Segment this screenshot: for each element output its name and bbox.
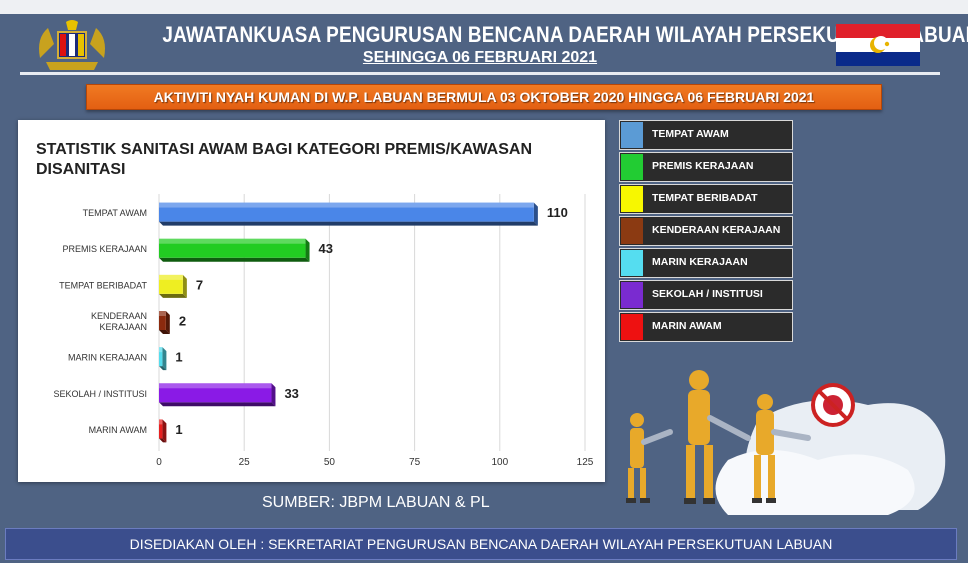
bar [159,274,183,294]
legend-item: SEKOLAH / INSTITUSI [619,280,793,310]
value-label: 1 [175,422,182,437]
x-tick-label: 75 [409,457,421,468]
legend-swatch [621,250,643,276]
value-label: 33 [284,386,298,401]
value-label: 1 [175,350,182,365]
value-label: 110 [547,205,568,220]
bar [159,238,306,258]
bar-bottom [159,366,167,371]
legend-item: MARIN AWAM [619,312,793,342]
header-divider [20,72,940,75]
category-label: KENDERAAN [91,311,147,321]
chart-panel: STATISTIK SANITASI AWAM BAGI KATEGORI PR… [18,120,605,482]
x-tick-label: 100 [491,457,508,468]
legend-swatch [621,218,643,244]
source-text: SUMBER: JBPM LABUAN & PL [262,494,490,511]
legend-label: TEMPAT AWAM [652,128,729,140]
bar [159,347,163,367]
bar-side [305,238,310,262]
bar-bottom [159,293,187,298]
legend-item: TEMPAT AWAM [619,120,793,150]
legend-swatch [621,282,643,308]
page-subtitle: SEHINGGA 06 FEBRUARI 2021 [362,49,598,66]
labuan-flag [836,24,920,66]
bar [159,311,166,330]
value-label: 2 [179,314,186,329]
category-label: PREMIS KERAJAAN [62,244,147,254]
bar-bottom [159,438,167,443]
category-label: MARIN KERAJAAN [68,353,147,363]
legend-swatch [621,186,643,212]
legend-swatch [621,122,643,148]
activity-banner: AKTIVITI NYAH KUMAN DI W.P. LABUAN BERMU… [86,84,882,110]
x-tick-label: 125 [577,457,594,468]
category-label: SEKOLAH / INSTITUSI [53,389,147,399]
legend-label: PREMIS KERAJAAN [652,160,754,172]
page-title: JAWATANKUASA PENGURUSAN BENCANA DAERAH W… [162,22,968,47]
x-tick-label: 0 [156,457,162,468]
bar-side [533,202,538,226]
category-label: KERAJAAN [99,322,147,332]
bar-chart: 0 25 50 75 100 125 110 TEMPAT AWAM 43 PREMIS KERA… [53,194,594,468]
bar-bottom [159,330,170,334]
top-strip [0,0,968,14]
legend-swatch [621,154,643,180]
bar [159,202,534,222]
activity-banner-text: AKTIVITI NYAH KUMAN DI W.P. LABUAN BERMU… [153,89,815,105]
bar-highlight [159,202,534,208]
bar [159,419,163,439]
legend-label: KENDERAAN KERAJAAN [652,224,781,236]
bar-side [182,274,187,298]
legend-label: MARIN KERAJAAN [652,256,748,268]
bar-bottom [159,257,310,262]
footer-text: DISEDIAKAN OLEH : SEKRETARIAT PENGURUSAN… [129,536,833,552]
bar-highlight [159,311,166,316]
bar-side [162,347,167,371]
bar-side [165,311,170,334]
bar-highlight [159,383,272,389]
bar-highlight [159,419,163,425]
bar-bottom [159,221,538,226]
legend-item: TEMPAT BERIBADAT [619,184,793,214]
value-label: 43 [319,241,333,256]
bar-highlight [159,274,183,280]
coat-of-arms-logo [39,20,105,70]
legend-item: MARIN KERAJAAN [619,248,793,278]
legend-item: PREMIS KERAJAAN [619,152,793,182]
x-tick-label: 50 [324,457,336,468]
bar-bottom [159,402,276,407]
legend-item: KENDERAAN KERAJAAN [619,216,793,246]
chart-title: STATISTIK SANITASI AWAM BAGI KATEGORI PR… [36,141,533,178]
value-label: 7 [196,277,203,292]
category-label: MARIN AWAM [89,425,147,435]
category-label: TEMPAT BERIBADAT [59,280,147,290]
legend-label: MARIN AWAM [652,320,722,332]
category-label: TEMPAT AWAM [83,208,147,218]
bar-highlight [159,347,163,353]
legend-label: SEKOLAH / INSTITUSI [652,288,763,300]
bar [159,383,272,403]
bar-side [162,419,167,443]
sanitation-workers-illustration [626,370,946,515]
bar-side [271,383,276,407]
bar-highlight [159,238,306,244]
footer-bar: DISEDIAKAN OLEH : SEKRETARIAT PENGURUSAN… [5,528,957,560]
legend-label: TEMPAT BERIBADAT [652,192,758,204]
legend-swatch [621,314,643,340]
x-tick-label: 25 [239,457,251,468]
